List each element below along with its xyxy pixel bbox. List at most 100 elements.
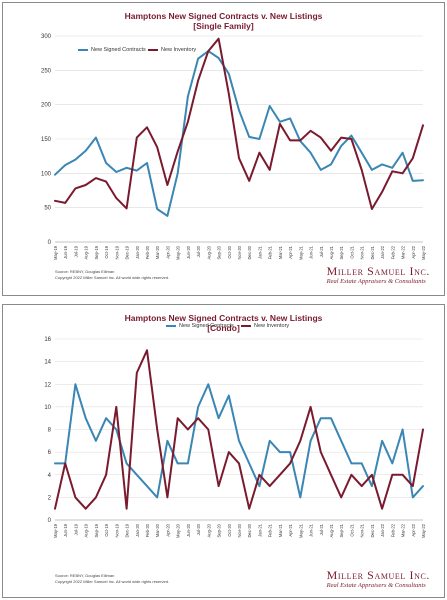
legend-label-inventory: New Inventory [254, 323, 290, 329]
x-tick-label: Jun-19 [63, 245, 68, 258]
x-tick-label: Aug-21 [329, 523, 334, 537]
brand-name: Miller Samuel Inc. [326, 568, 430, 582]
x-tick-label: Nov-21 [360, 245, 365, 259]
x-tick-label: Oct-20 [227, 523, 232, 536]
chart-subtitle: [Condo] [207, 323, 240, 333]
x-tick-label: Aug-19 [84, 523, 89, 537]
x-tick-label: Oct-19 [104, 245, 109, 258]
source-line: Source: REBNY, Douglas Elliman [55, 573, 115, 578]
x-tick-label: Feb-21 [268, 523, 273, 537]
x-tick-label: Jun-20 [186, 523, 191, 536]
y-tick-label: 0 [48, 240, 52, 246]
series-line-contracts [54, 50, 424, 217]
brand-logo: Miller Samuel Inc. Real Estate Appraiser… [327, 265, 430, 286]
x-tick-label: Nov-20 [237, 523, 242, 537]
x-tick-label: Dec-19 [125, 245, 130, 259]
x-tick-label: May-19 [53, 245, 58, 260]
y-tick-label: 16 [44, 337, 51, 343]
x-tick-label: May-20 [176, 245, 181, 260]
x-tick-label: Nov-21 [360, 523, 365, 537]
x-tick-label: Mar-22 [401, 523, 406, 537]
chart-plot-single-family: 0 50 100 150 200 250 300 May-19 Jun-19 Jul-19 Aug-… [41, 34, 426, 260]
source-note: Source: REBNY, Douglas Elliman Copyright… [55, 269, 169, 281]
x-tick-label: Aug-20 [206, 523, 211, 537]
x-tick-label: Jun-21 [309, 245, 314, 258]
x-tick-label: Feb-20 [145, 523, 150, 537]
y-tick-label: 4 [48, 473, 52, 479]
x-tick-label: Sep-20 [217, 245, 222, 259]
y-tick-label: 0 [48, 518, 52, 524]
x-tick-label: Jul-21 [319, 245, 324, 257]
x-tick-label: Aug-21 [329, 245, 334, 259]
chart-title: Hamptons New Signed Contracts v. New Lis… [124, 313, 323, 323]
x-tick-label: Nov-19 [114, 245, 119, 259]
x-tick-label: Jun-21 [309, 523, 314, 536]
legend-label-contracts: New Signed Contracts [91, 47, 146, 53]
x-tick-label: May-22 [421, 245, 426, 260]
x-tick-label: Mar-20 [155, 245, 160, 259]
y-tick-label: 12 [44, 382, 51, 388]
legend-item-contracts: New Signed Contracts [166, 323, 234, 329]
legend-swatch-inventory [241, 325, 251, 327]
x-tick-label: May-22 [421, 523, 426, 538]
legend-item-inventory: New Inventory [148, 47, 196, 53]
x-tick-label: Sep-19 [94, 245, 99, 259]
x-tick-label: Oct-19 [104, 523, 109, 536]
copyright-line: Copyright 2022 Miller Samuel Inc. All wo… [55, 579, 170, 584]
x-tick-label: Dec-20 [247, 523, 252, 537]
brand-tagline: Real Estate Appraisers & Consultants [326, 582, 426, 589]
x-tick-label: Feb-20 [145, 245, 150, 259]
x-tick-label: Sep-20 [217, 523, 222, 537]
x-tick-label: Sep-21 [339, 523, 344, 537]
x-tick-label: Jul-20 [196, 245, 201, 257]
x-tick-label: Apr-20 [165, 245, 170, 258]
legend-swatch-contracts [166, 325, 176, 327]
y-tick-label: 100 [41, 171, 52, 177]
x-tick-label: Jan-21 [257, 245, 262, 258]
x-tick-label: Jan-22 [380, 523, 385, 536]
x-tick-label: Aug-20 [206, 245, 211, 259]
x-tick-label: Feb-22 [390, 245, 395, 259]
x-tick-label: Apr-22 [411, 523, 416, 536]
series-line-contracts [54, 383, 424, 499]
x-tick-label: May-20 [176, 523, 181, 538]
x-tick-label: Sep-21 [339, 245, 344, 259]
x-tick-label: Aug-19 [84, 245, 89, 259]
x-tick-label: Mar-21 [278, 245, 283, 259]
brand-logo: Miller Samuel Inc. Real Estate Appraiser… [327, 569, 430, 590]
copyright-line: Copyright 2022 Miller Samuel Inc. All wo… [55, 275, 170, 280]
x-tick-label: Mar-22 [401, 245, 406, 259]
x-tick-label: Jul-19 [73, 245, 78, 257]
x-tick-label: Apr-21 [288, 523, 293, 536]
y-tick-label: 50 [44, 206, 51, 212]
x-tick-label: May-19 [53, 523, 58, 538]
x-tick-label: Jul-20 [196, 523, 201, 535]
x-tick-label: Nov-20 [237, 245, 242, 259]
y-tick-label: 10 [44, 405, 51, 411]
legend-label-contracts: New Signed Contracts [179, 323, 234, 329]
x-tick-label: Jan-22 [380, 245, 385, 258]
x-tick-label: Jul-19 [73, 523, 78, 535]
x-tick-label: Feb-21 [268, 245, 273, 259]
series-line-inventory [54, 37, 424, 210]
x-tick-label: Dec-21 [370, 523, 375, 537]
legend-swatch-inventory [148, 49, 158, 51]
brand-tagline: Real Estate Appraisers & Consultants [326, 278, 426, 285]
x-tick-label: Oct-21 [349, 245, 354, 258]
x-tick-label: Oct-20 [227, 245, 232, 258]
x-tick-label: Dec-21 [370, 245, 375, 259]
x-tick-label: Jul-21 [319, 523, 324, 535]
chart-panel-single-family: Hamptons New Signed Contracts v. New Lis… [2, 2, 445, 296]
chart-plot-condo: 0 2 4 6 8 10 12 14 16 May-19 Jun-19 Jul-19 Aug-19 Sep… [44, 337, 426, 538]
legend-item-inventory: New Inventory [241, 323, 289, 329]
y-tick-label: 6 [48, 450, 52, 456]
x-tick-label: Apr-22 [411, 245, 416, 258]
x-tick-label: Apr-20 [165, 523, 170, 536]
x-tick-label: Nov-19 [114, 523, 119, 537]
x-tick-label: Jan-20 [135, 523, 140, 536]
chart-panel-condo: Hamptons New Signed Contracts v. New Lis… [2, 304, 445, 598]
x-tick-label: Dec-19 [125, 523, 130, 537]
source-line: Source: REBNY, Douglas Elliman [55, 269, 115, 274]
x-tick-label: Mar-20 [155, 523, 160, 537]
y-tick-label: 2 [48, 495, 52, 501]
